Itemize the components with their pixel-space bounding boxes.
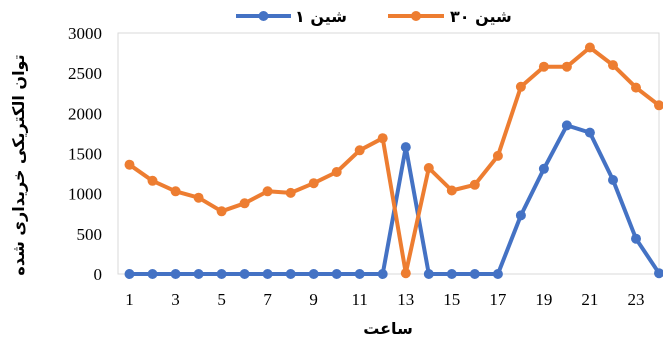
y-tick-label: 500 (77, 225, 103, 244)
data-point (423, 269, 434, 279)
legend-swatch-marker (258, 11, 269, 21)
x-tick-label: 19 (535, 290, 552, 309)
data-point (239, 269, 250, 279)
data-point (354, 269, 365, 279)
data-point (170, 269, 181, 279)
data-point (400, 268, 411, 279)
series-2 (124, 42, 663, 279)
x-tick-label: 1 (125, 290, 134, 309)
legend-label-series-1: شین ۱ (295, 7, 347, 26)
data-point (239, 198, 250, 209)
series-line (128, 45, 661, 276)
data-point (377, 269, 388, 279)
data-point (308, 269, 319, 279)
y-axis-title: توان الکتریکی خریداری شده (9, 54, 28, 275)
data-point (469, 269, 480, 279)
y-tick-label: 3000 (68, 24, 102, 43)
data-point (561, 61, 572, 72)
y-tick-label: 2500 (68, 64, 102, 83)
data-point (170, 186, 181, 197)
data-point (354, 145, 365, 156)
data-point (631, 233, 641, 244)
x-axis-title: ساعت (363, 319, 413, 338)
data-point (584, 42, 595, 53)
data-point (331, 269, 342, 279)
data-point (147, 175, 158, 186)
legend-item-series-1: شین ۱ (236, 7, 347, 26)
data-point (538, 61, 549, 72)
x-tick-label: 17 (489, 290, 507, 309)
data-point (285, 269, 296, 279)
data-point (124, 159, 135, 170)
data-point (124, 269, 135, 279)
data-point (654, 100, 663, 111)
y-tick-label: 1000 (68, 185, 102, 204)
data-point (147, 269, 158, 279)
data-point (400, 142, 411, 153)
data-point (423, 163, 434, 173)
data-point (446, 185, 457, 196)
data-point (193, 192, 204, 203)
data-point (538, 163, 549, 174)
legend-label-series-30: شین ۳۰ (450, 7, 512, 26)
plot-area-border (117, 32, 660, 275)
y-tick-label: 0 (94, 265, 103, 284)
data-point (608, 175, 618, 185)
series-layer (124, 42, 663, 279)
data-point (216, 206, 227, 217)
data-point (469, 179, 480, 190)
data-point (515, 210, 526, 221)
data-point (285, 187, 296, 198)
x-tick-label: 15 (443, 290, 460, 309)
legend-swatch-marker (411, 11, 421, 21)
x-axis-ticks: 1 3 5 7 9 11 13 15 17 19 21 23 (125, 290, 644, 309)
legend: شین ۱ شین ۳۰ (236, 7, 512, 26)
data-point (331, 167, 342, 177)
x-tick-label: 5 (217, 290, 226, 309)
data-point (584, 127, 595, 138)
x-tick-label: 11 (352, 290, 368, 309)
x-tick-label: 9 (309, 290, 318, 309)
x-tick-label: 23 (627, 290, 644, 309)
data-point (262, 269, 273, 279)
data-point (492, 150, 503, 161)
data-point (492, 269, 503, 279)
x-tick-label: 7 (263, 290, 272, 309)
data-point (308, 178, 319, 189)
x-tick-label: 21 (581, 290, 598, 309)
data-point (608, 60, 618, 71)
y-tick-label: 2000 (68, 104, 102, 123)
data-point (262, 186, 273, 197)
x-tick-label: 3 (171, 290, 180, 309)
data-point (216, 269, 227, 279)
data-point (377, 133, 388, 144)
legend-item-series-30: شین ۳۰ (388, 7, 512, 26)
data-point (446, 269, 457, 279)
data-point (515, 81, 526, 92)
data-point (561, 120, 572, 131)
y-tick-label: 1500 (68, 145, 102, 164)
data-point (654, 268, 663, 279)
x-tick-label: 13 (397, 290, 414, 309)
data-point (631, 82, 641, 93)
y-axis-ticks: 0 500 1000 1500 2000 2500 3000 (68, 24, 102, 284)
data-point (193, 269, 204, 279)
